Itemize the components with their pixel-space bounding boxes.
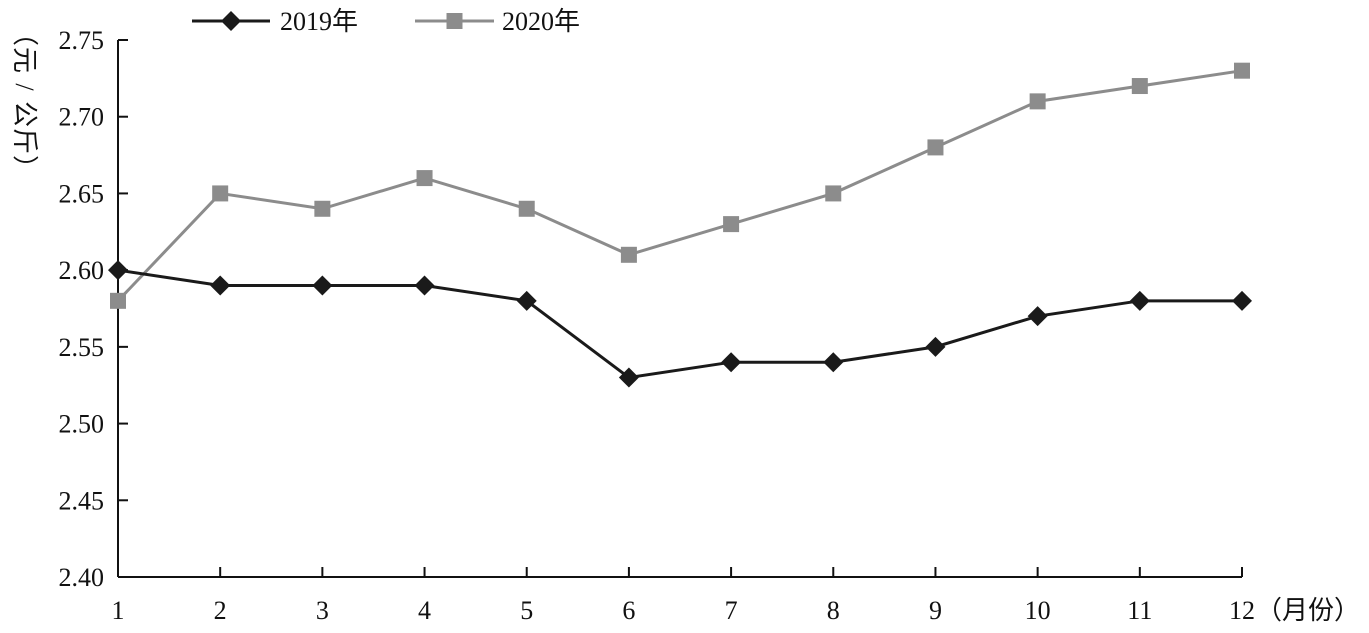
data-point bbox=[110, 292, 126, 309]
x-tick-label: 3 bbox=[316, 596, 329, 625]
legend: 2019年 2020年 bbox=[192, 7, 580, 36]
series-2 bbox=[110, 62, 1250, 309]
data-point bbox=[1029, 93, 1046, 110]
x-tick-label: 8 bbox=[827, 596, 840, 625]
x-tick-label: 12 bbox=[1229, 596, 1255, 625]
legend-label: 2019年 bbox=[280, 7, 358, 36]
series-layer bbox=[108, 62, 1252, 388]
data-point bbox=[925, 336, 946, 357]
axes bbox=[117, 40, 1242, 578]
data-point bbox=[516, 290, 537, 311]
series-line bbox=[116, 69, 1243, 302]
y-tick-label: 2.60 bbox=[59, 256, 105, 285]
legend-label: 2020年 bbox=[502, 7, 580, 36]
data-point bbox=[1232, 290, 1252, 311]
y-tick-label: 2.40 bbox=[59, 563, 105, 592]
y-tick-label: 2.70 bbox=[59, 103, 105, 132]
y-axis-label-char: 元 bbox=[10, 47, 39, 73]
y-axis-label-char: （ bbox=[10, 20, 39, 46]
data-point bbox=[620, 246, 637, 263]
y-tick-label: 2.55 bbox=[59, 333, 105, 362]
data-point bbox=[823, 352, 844, 373]
y-axis-label: （元 / 公斤） bbox=[10, 20, 39, 181]
data-point bbox=[314, 200, 331, 217]
x-axis-unit-label: （月份） bbox=[1256, 596, 1360, 625]
data-point bbox=[1129, 290, 1150, 311]
data-point bbox=[618, 367, 639, 388]
data-point bbox=[1027, 306, 1048, 327]
x-tick-label: 4 bbox=[418, 596, 431, 625]
data-point bbox=[1131, 78, 1148, 95]
data-point bbox=[825, 185, 842, 202]
data-point bbox=[312, 275, 333, 296]
x-tick-label: 2 bbox=[214, 596, 227, 625]
data-point bbox=[108, 260, 128, 281]
y-tick-label: 2.65 bbox=[59, 179, 105, 208]
y-axis-label-char: / bbox=[10, 83, 39, 91]
y-tick-label: 2.75 bbox=[59, 26, 105, 55]
y-tick-label: 2.50 bbox=[59, 410, 105, 439]
legend-item: 2019年 bbox=[192, 7, 358, 36]
data-point bbox=[721, 352, 742, 373]
data-point bbox=[210, 275, 231, 296]
y-axis-label-char: ） bbox=[10, 155, 39, 181]
series-line bbox=[117, 268, 1242, 380]
data-point bbox=[518, 200, 535, 217]
legend-marker bbox=[221, 11, 241, 31]
data-point bbox=[927, 139, 944, 156]
data-point bbox=[212, 185, 229, 202]
x-tick-label: 1 bbox=[112, 596, 125, 625]
data-point bbox=[416, 170, 433, 187]
x-tick-label: 10 bbox=[1025, 596, 1051, 625]
data-point bbox=[1234, 62, 1250, 79]
series-1 bbox=[108, 260, 1252, 388]
legend-item: 2020年 bbox=[415, 7, 580, 36]
data-point bbox=[414, 275, 435, 296]
x-tick-label: 11 bbox=[1127, 596, 1152, 625]
x-tick-label: 5 bbox=[520, 596, 533, 625]
y-tick-label: 2.45 bbox=[59, 486, 105, 515]
x-tick-label: 7 bbox=[725, 596, 738, 625]
y-axis-label-char: 公 bbox=[10, 101, 39, 127]
x-ticks: 1 2 3 4 5 6 7 8 9 10 11 12 bbox=[112, 567, 1255, 625]
data-point bbox=[723, 216, 740, 233]
x-tick-label: 6 bbox=[622, 596, 635, 625]
x-tick-label: 9 bbox=[929, 596, 942, 625]
y-ticks: 2.40 2.45 2.50 2.55 2.60 2.65 2.70 2.75 bbox=[59, 26, 128, 592]
y-axis-label-char: 斤 bbox=[10, 128, 39, 154]
legend-marker bbox=[446, 13, 463, 29]
